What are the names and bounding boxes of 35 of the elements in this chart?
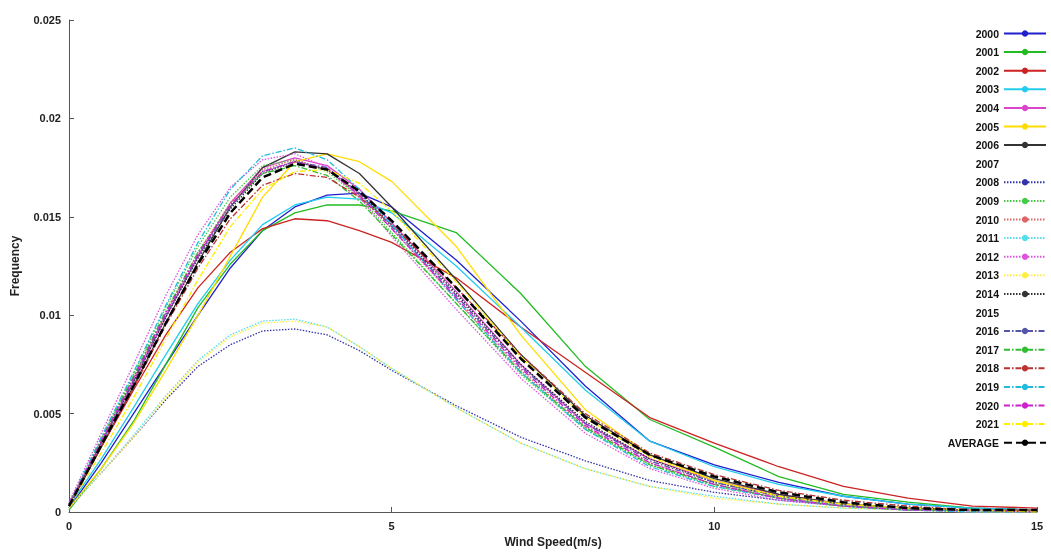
legend-label: 2011 [976,232,1000,245]
legend-label: 2016 [975,325,1000,338]
x-tick-label: 10 [708,519,721,532]
legend-label: 2019 [975,380,1000,393]
legend-label: 2009 [975,194,1000,207]
legend-label: AVERAGE [947,436,999,449]
legend-label: 2000 [975,27,1000,40]
legend-label: 2005 [975,120,1000,133]
legend-label: 2014 [975,287,1000,300]
legend-label: 2002 [975,64,1000,77]
legend-label: 2001 [975,46,1000,59]
legend-label: 2008 [975,176,1000,189]
y-tick-label: 0.01 [39,309,61,322]
x-tick-label: 5 [388,519,395,532]
y-tick-label: 0.02 [39,112,61,125]
legend-label: 2020 [975,399,1000,412]
legend-label: 2017 [975,343,1000,356]
y-tick-label: 0 [54,506,61,518]
legend-label: 2006 [975,139,1000,152]
legend-label: 2004 [975,101,1000,114]
legend-label: 2012 [975,250,1000,263]
text: 2007 [975,157,1000,170]
legend-label: 2018 [975,362,1000,375]
x-tick-label: 15 [1030,519,1044,532]
y-tick-label: 0.025 [33,14,61,26]
legend-label: 2010 [975,213,1000,226]
y-axis-title: Frequency [8,235,22,297]
x-tick-label: 0 [65,519,73,532]
legend-label: 2003 [975,83,1000,96]
text: 2015 [975,306,1000,319]
y-tick-label: 0.015 [33,210,61,223]
y-tick-label: 0.005 [33,407,61,420]
x-axis-title: Wind Speed(m/s) [504,534,602,549]
legend-label: 2021 [975,418,1000,431]
legend-label: 2013 [975,269,1000,282]
